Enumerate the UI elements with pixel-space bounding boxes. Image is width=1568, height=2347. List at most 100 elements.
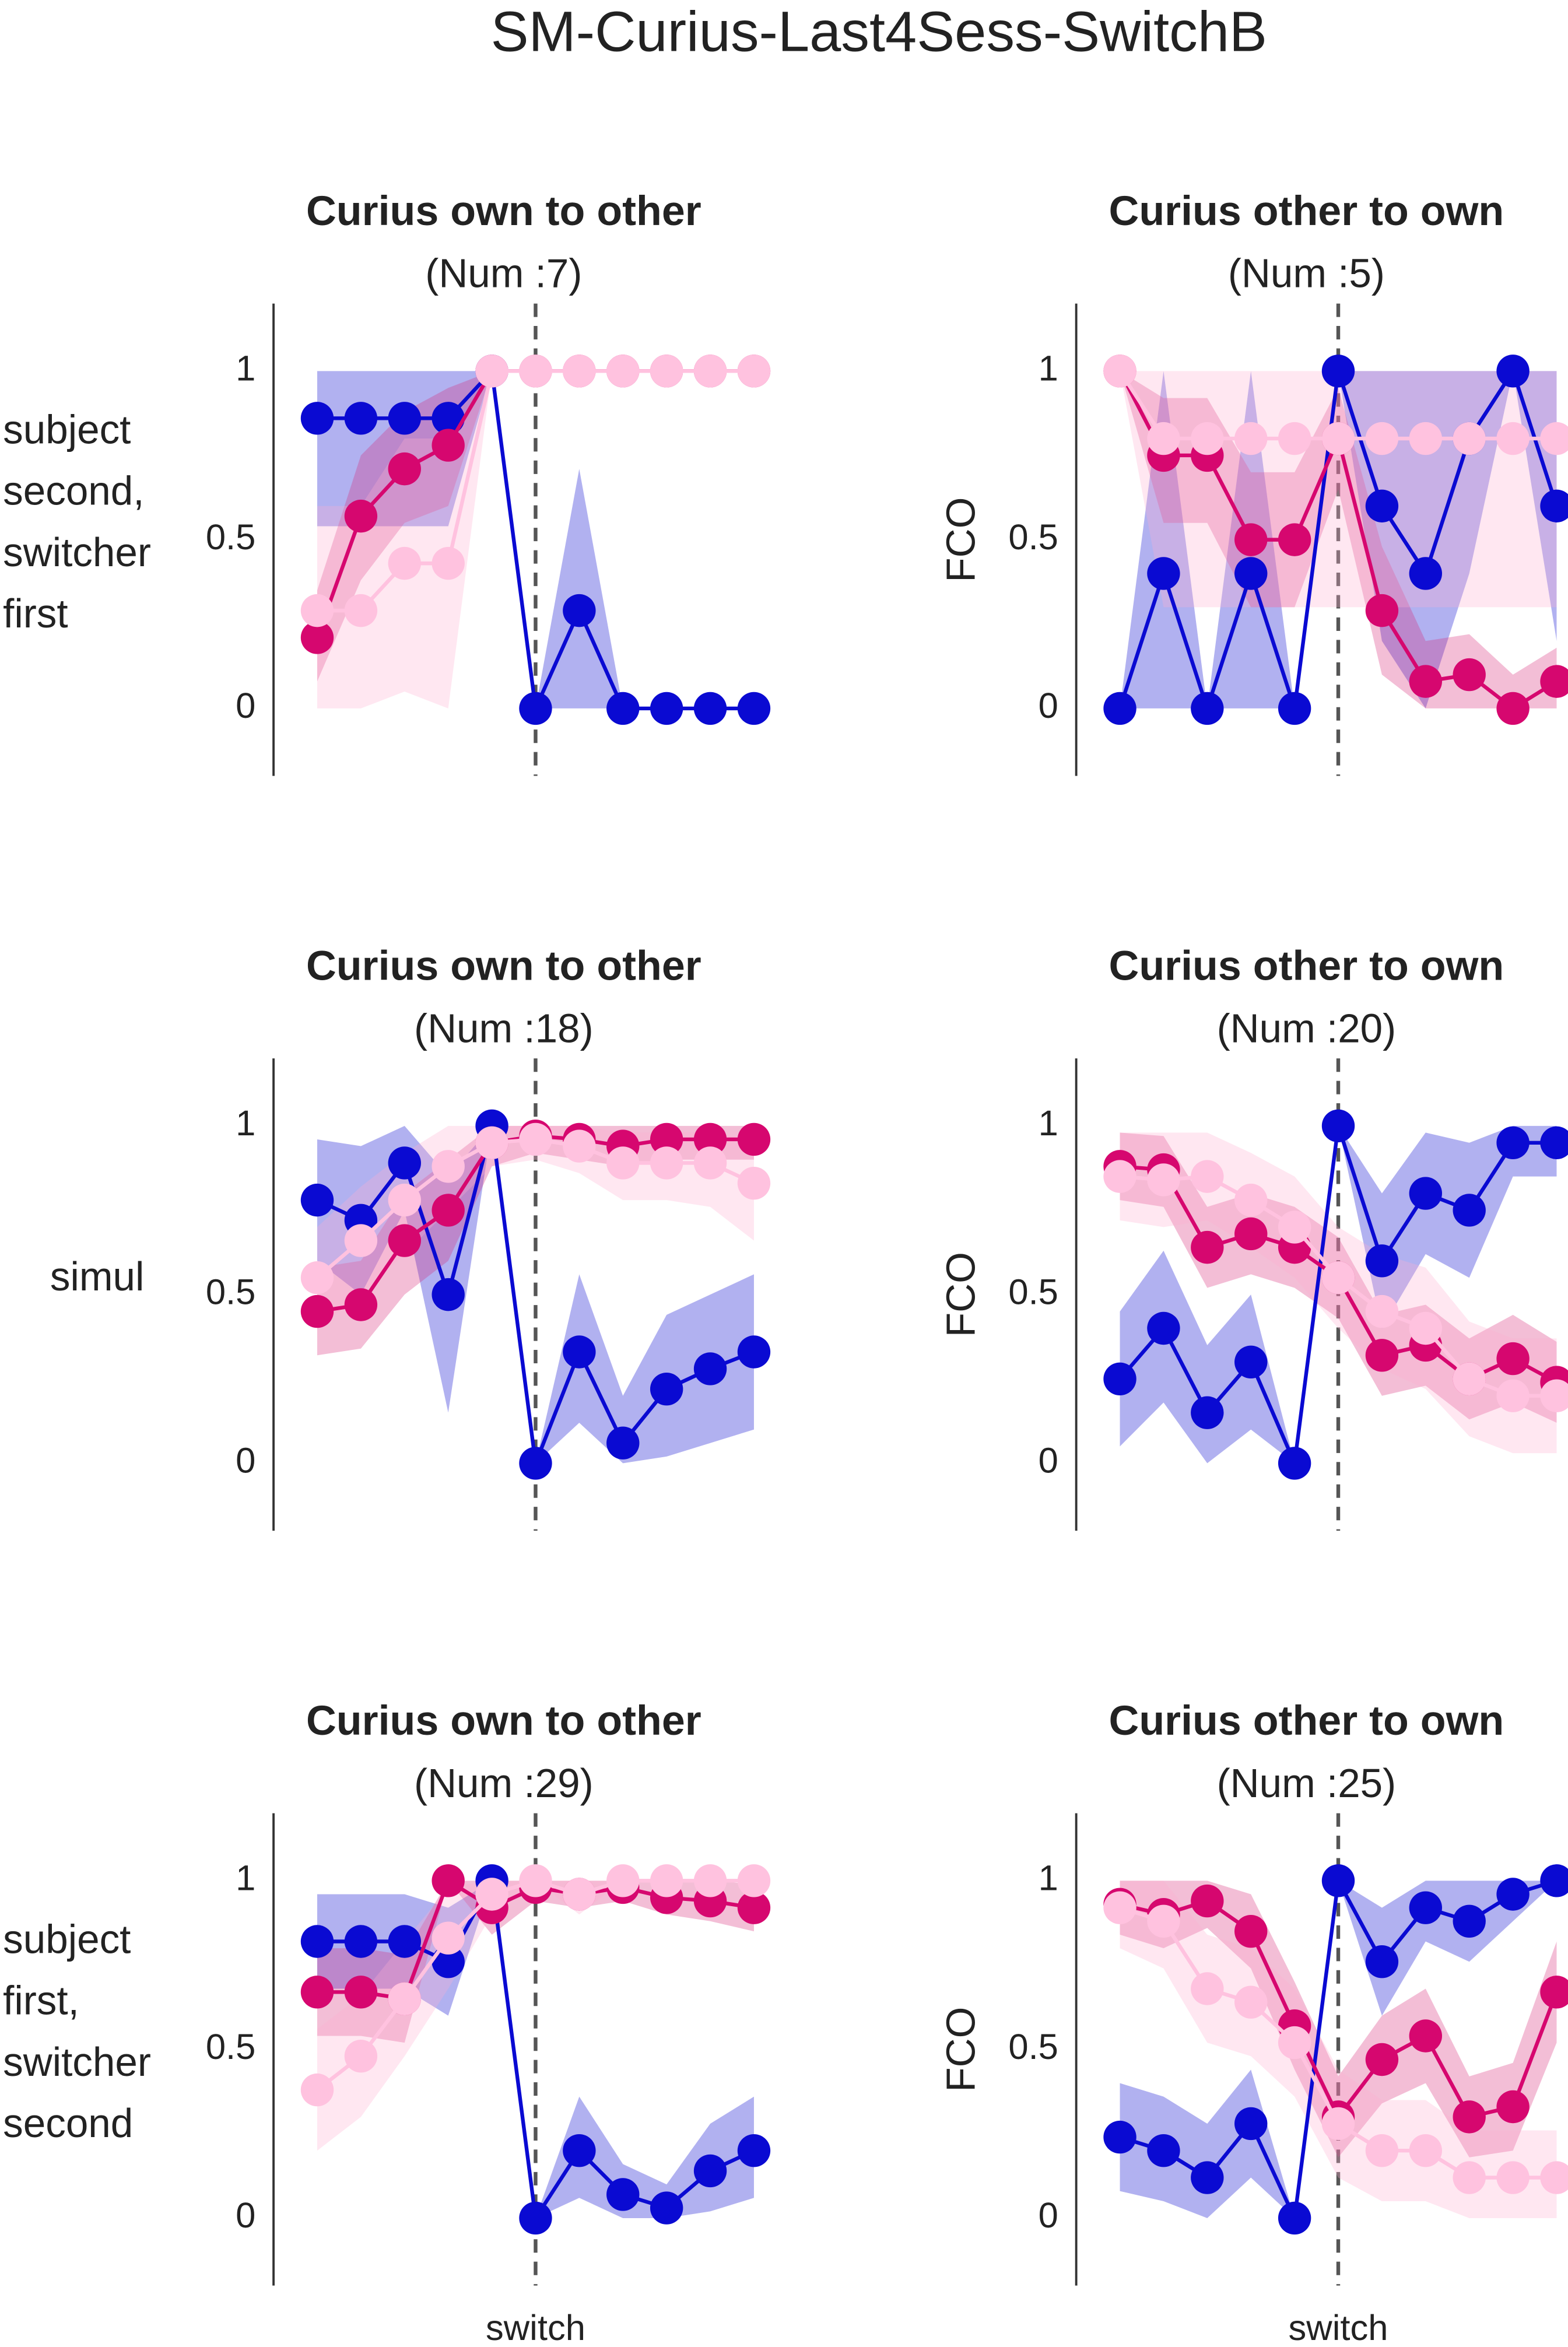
panel-title: Curius other to own [1109, 188, 1504, 234]
data-point [1496, 355, 1530, 388]
data-point [1496, 2090, 1530, 2124]
data-point [300, 1294, 334, 1328]
data-point [388, 1224, 421, 1257]
data-point [1103, 1160, 1136, 1193]
data-point [1496, 1342, 1530, 1376]
data-point [1409, 665, 1443, 698]
data-point [519, 692, 552, 725]
data-point [344, 1288, 378, 1321]
data-point [519, 355, 552, 388]
panel-title: Curius own to other [306, 188, 701, 234]
data-point [1103, 2120, 1136, 2154]
data-point [650, 2191, 683, 2225]
panel-subtitle: (Num :18) [414, 1005, 594, 1051]
data-point [1234, 1914, 1268, 1948]
data-point [1191, 1884, 1224, 1918]
data-point [737, 1335, 771, 1369]
data-point [1365, 2134, 1399, 2167]
data-point [1496, 422, 1530, 455]
data-point [1540, 1126, 1568, 1159]
y-axis-label: FCO [938, 2007, 984, 2092]
data-point [1540, 1864, 1568, 1897]
data-point [432, 1945, 465, 1978]
data-point [1234, 1183, 1268, 1217]
data-point [1147, 557, 1180, 590]
row-label: second, [3, 468, 144, 514]
data-point [1103, 692, 1136, 725]
y-tick-label: 0.5 [206, 517, 256, 557]
data-point [475, 1878, 508, 1911]
data-point [693, 2154, 727, 2188]
data-point [432, 546, 465, 580]
data-point [1147, 1904, 1180, 1938]
data-point [1103, 355, 1136, 388]
data-point [432, 429, 465, 462]
data-point [519, 1122, 552, 1156]
data-point [1234, 1217, 1268, 1251]
data-point [693, 355, 727, 388]
data-point [1409, 1891, 1443, 1924]
panel-subtitle: (Num :29) [414, 1760, 594, 1806]
y-tick-label: 0.5 [1008, 1272, 1058, 1312]
data-point [1321, 1109, 1355, 1143]
data-point [1365, 422, 1399, 455]
data-point [1453, 658, 1486, 692]
data-point [432, 1921, 465, 1955]
data-point [1365, 2043, 1399, 2076]
y-tick-label: 0.5 [1008, 517, 1058, 557]
data-point [650, 1864, 683, 1897]
data-point [1234, 523, 1268, 556]
data-point [1409, 557, 1443, 590]
error-band [1120, 371, 1557, 708]
figure-title: SM-Curius-Last4Sess-SwitchB [491, 0, 1267, 63]
data-point [344, 402, 378, 435]
data-point [1453, 1362, 1486, 1395]
y-tick-label: 1 [1039, 1103, 1058, 1143]
data-point [563, 594, 596, 627]
y-tick-label: 0.5 [1008, 2027, 1058, 2067]
error-band [1120, 1125, 1557, 1464]
row-label: simul [50, 1254, 145, 1299]
data-point [1234, 1985, 1268, 2019]
y-tick-label: 1 [1039, 1858, 1058, 1899]
data-point [737, 2134, 771, 2167]
y-tick-label: 0 [236, 1441, 255, 1481]
data-point [1409, 2134, 1443, 2167]
x-tick-label: switch [486, 2308, 585, 2347]
y-tick-label: 0 [1039, 1441, 1058, 1481]
data-point [1278, 2026, 1311, 2060]
data-point [1147, 1311, 1180, 1345]
data-point [1453, 1194, 1486, 1227]
panel-subtitle: (Num :5) [1228, 251, 1385, 296]
data-point [606, 1426, 640, 1460]
data-point [1409, 422, 1443, 455]
y-tick-label: 0 [1039, 2195, 1058, 2236]
data-point [388, 546, 421, 580]
data-point [388, 1925, 421, 1958]
data-point [1496, 1878, 1530, 1911]
data-point [1278, 1211, 1311, 1244]
error-band [317, 371, 754, 682]
panel-subtitle: (Num :25) [1217, 1760, 1397, 1806]
data-point [388, 1982, 421, 2016]
data-point [300, 1925, 334, 1958]
data-point [1540, 422, 1568, 455]
y-tick-label: 1 [236, 1103, 255, 1143]
data-point [1453, 422, 1486, 455]
data-point [1540, 1976, 1568, 2009]
data-point [650, 1122, 683, 1156]
data-point [737, 1122, 771, 1156]
data-point [1496, 1379, 1530, 1412]
data-point [563, 1878, 596, 1911]
data-point [1496, 1126, 1530, 1159]
data-point [1453, 2100, 1486, 2134]
error-band [317, 1881, 754, 2218]
x-tick-label: switch [1289, 2308, 1388, 2347]
data-point [563, 355, 596, 388]
data-point [1321, 355, 1355, 388]
data-point [1365, 594, 1399, 627]
data-point [606, 355, 640, 388]
data-point [1103, 1891, 1136, 1924]
data-point [300, 2073, 334, 2107]
data-point [1365, 1945, 1399, 1978]
